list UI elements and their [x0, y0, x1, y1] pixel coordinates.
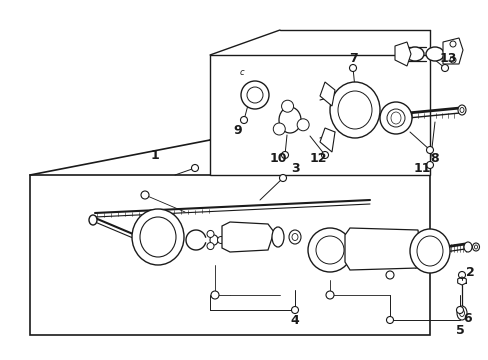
Ellipse shape	[89, 215, 97, 225]
Text: 10: 10	[269, 152, 286, 165]
Circle shape	[325, 291, 333, 299]
Polygon shape	[319, 82, 334, 106]
Text: c: c	[239, 68, 244, 77]
Ellipse shape	[457, 105, 465, 115]
Circle shape	[206, 243, 214, 249]
Text: 13: 13	[438, 51, 456, 64]
Ellipse shape	[271, 227, 284, 247]
Text: 3: 3	[290, 162, 299, 175]
Ellipse shape	[209, 235, 218, 245]
Circle shape	[349, 64, 356, 72]
Text: 8: 8	[430, 152, 438, 165]
Ellipse shape	[291, 234, 297, 240]
Polygon shape	[345, 228, 419, 270]
Text: 11: 11	[412, 162, 430, 175]
Circle shape	[426, 147, 433, 153]
Polygon shape	[442, 38, 462, 64]
Text: 6: 6	[463, 311, 471, 324]
Text: 1: 1	[150, 149, 159, 162]
Ellipse shape	[463, 242, 471, 252]
Circle shape	[191, 165, 198, 171]
Circle shape	[441, 64, 447, 72]
Circle shape	[281, 100, 293, 112]
Ellipse shape	[337, 91, 371, 129]
Circle shape	[240, 117, 247, 123]
Circle shape	[206, 230, 214, 238]
Circle shape	[297, 119, 308, 131]
Polygon shape	[222, 222, 273, 252]
Circle shape	[307, 228, 351, 272]
Circle shape	[449, 57, 455, 63]
Polygon shape	[30, 175, 429, 335]
Circle shape	[241, 81, 268, 109]
Polygon shape	[319, 128, 334, 152]
Circle shape	[386, 316, 393, 324]
Circle shape	[291, 306, 298, 314]
Circle shape	[426, 162, 433, 168]
Ellipse shape	[471, 243, 479, 251]
Ellipse shape	[279, 107, 301, 133]
Text: 4: 4	[290, 314, 299, 327]
Ellipse shape	[390, 112, 400, 124]
Ellipse shape	[405, 47, 423, 61]
Ellipse shape	[409, 229, 449, 273]
Ellipse shape	[456, 306, 466, 320]
Circle shape	[449, 41, 455, 47]
Circle shape	[315, 236, 343, 264]
Text: 5: 5	[455, 324, 464, 337]
Circle shape	[141, 191, 149, 199]
Circle shape	[273, 123, 285, 135]
Circle shape	[210, 291, 219, 299]
Text: 9: 9	[233, 123, 242, 136]
Circle shape	[379, 102, 411, 134]
Ellipse shape	[329, 82, 379, 138]
Polygon shape	[394, 42, 410, 66]
Circle shape	[456, 306, 463, 314]
Circle shape	[246, 87, 263, 103]
Circle shape	[385, 271, 393, 279]
Circle shape	[458, 271, 465, 279]
Text: 7: 7	[348, 51, 357, 64]
Circle shape	[279, 175, 286, 181]
Ellipse shape	[288, 230, 301, 244]
Ellipse shape	[425, 47, 443, 61]
Polygon shape	[209, 55, 429, 175]
Ellipse shape	[140, 217, 176, 257]
Circle shape	[386, 109, 404, 127]
Ellipse shape	[416, 236, 442, 266]
Ellipse shape	[459, 108, 463, 113]
Circle shape	[217, 237, 224, 243]
Ellipse shape	[459, 310, 464, 316]
Circle shape	[281, 152, 288, 158]
Ellipse shape	[473, 245, 476, 249]
Ellipse shape	[132, 209, 183, 265]
Circle shape	[321, 152, 328, 158]
Text: 12: 12	[308, 152, 326, 165]
Text: 2: 2	[465, 266, 473, 279]
